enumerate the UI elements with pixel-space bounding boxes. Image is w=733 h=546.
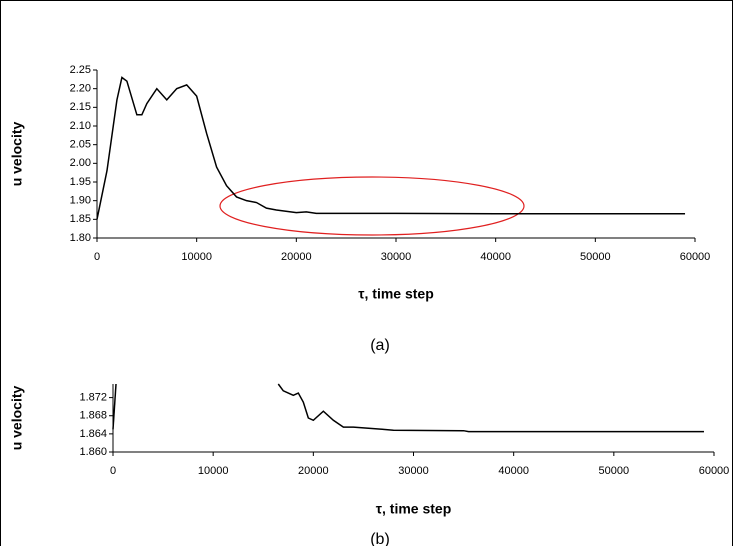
x-tick-label: 30000 — [398, 465, 429, 477]
y-tick-label: 2.05 — [70, 139, 91, 151]
y-tick-label: 2.20 — [70, 83, 91, 95]
x-tick-label: 60000 — [699, 465, 730, 477]
data-line — [277, 383, 704, 433]
x-tick-label: 60000 — [680, 251, 711, 263]
y-axis-label: u velocity — [9, 122, 25, 187]
y-tick-label: 2.15 — [70, 101, 91, 113]
y-tick-label: 1.85 — [70, 213, 91, 225]
x-tick-label: 20000 — [298, 465, 329, 477]
y-tick-label: 1.868 — [79, 410, 107, 422]
y-tick-label: 1.80 — [70, 232, 91, 244]
y-tick-label: 2.00 — [70, 157, 91, 169]
caption: (b) — [370, 531, 390, 546]
x-tick-label: 50000 — [599, 465, 630, 477]
y-tick-label: 2.25 — [70, 64, 91, 76]
x-tick-label: 10000 — [181, 251, 212, 263]
x-tick-label: 10000 — [198, 465, 229, 477]
x-tick-label: 20000 — [281, 251, 312, 263]
x-axis-label: τ, time step — [376, 501, 452, 517]
y-axis-label: u velocity — [9, 386, 25, 451]
highlight-ellipse — [219, 176, 525, 236]
x-tick-label: 0 — [110, 465, 116, 477]
x-tick-label: 50000 — [580, 251, 611, 263]
data-line — [96, 76, 686, 220]
x-tick-label: 40000 — [498, 465, 529, 477]
x-tick-label: 40000 — [480, 251, 511, 263]
y-tick-label: 1.95 — [70, 176, 91, 188]
y-tick-label: 1.90 — [70, 195, 91, 207]
y-tick-label: 2.10 — [70, 120, 91, 132]
x-tick-label: 0 — [94, 251, 100, 263]
y-tick-label: 1.864 — [79, 428, 107, 440]
data-line — [112, 383, 117, 430]
y-tick-label: 1.860 — [79, 446, 107, 458]
caption: (a) — [370, 337, 390, 354]
y-tick-label: 1.872 — [79, 392, 107, 404]
x-tick-label: 30000 — [381, 251, 412, 263]
x-axis-label: τ, time step — [358, 286, 434, 302]
